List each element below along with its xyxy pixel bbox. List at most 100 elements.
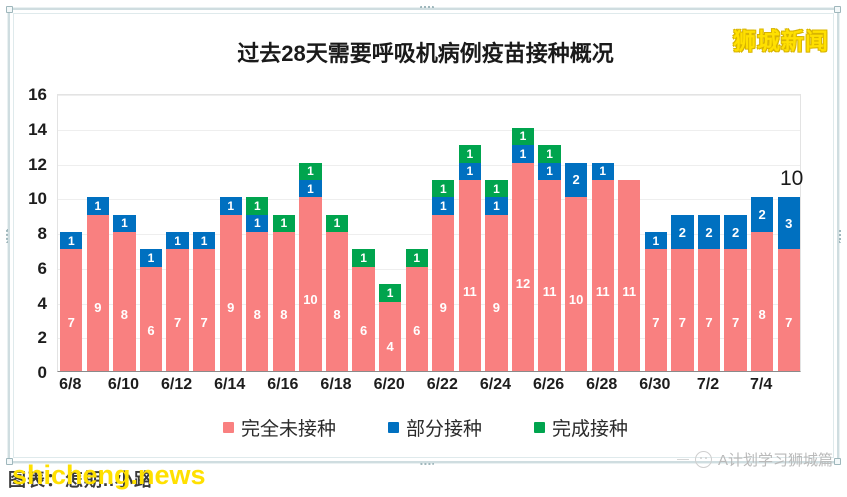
legend-item[interactable]: 部分接种 <box>387 414 482 441</box>
bar-column[interactable]: 1 11 <box>591 162 614 371</box>
bar-segment-partial[interactable]: 1 <box>219 197 242 215</box>
bar-segment-partial[interactable]: 2 <box>724 214 747 250</box>
bar-column[interactable]: 1 1 10 <box>299 162 322 371</box>
bar-segment-unvaccinated[interactable]: 11 <box>458 179 481 371</box>
bar-segment-unvaccinated[interactable]: 9 <box>432 214 455 371</box>
bar-segment-unvaccinated[interactable]: 6 <box>405 266 428 371</box>
bar-segment-complete[interactable]: 1 <box>272 214 295 232</box>
bar-segment-complete[interactable]: 1 <box>511 127 535 146</box>
bar-column[interactable]: 1 1 8 <box>246 197 269 371</box>
bar-column[interactable]: 1 1 9 <box>432 179 455 371</box>
bar-segment-partial[interactable]: 2 <box>564 162 588 198</box>
bar-segment-partial[interactable]: 3 <box>777 197 800 250</box>
bar-segment-partial[interactable]: 1 <box>86 197 109 215</box>
bar-segment-unvaccinated[interactable]: 7 <box>724 249 747 371</box>
bar-segment-unvaccinated[interactable]: 7 <box>644 249 667 371</box>
bar-segment-unvaccinated[interactable]: 8 <box>325 232 349 371</box>
bar-column[interactable]: 2 10 <box>564 162 588 371</box>
bar-segment-unvaccinated[interactable]: 10 <box>299 197 322 371</box>
legend-item[interactable]: 完全未接种 <box>222 414 336 441</box>
bar-segment-partial[interactable]: 1 <box>192 232 216 250</box>
bar-segment-unvaccinated[interactable]: 7 <box>166 249 189 371</box>
bar-segment-partial[interactable]: 1 <box>485 197 508 215</box>
bar-segment-unvaccinated[interactable]: 8 <box>113 232 136 371</box>
bar-segment-complete[interactable]: 1 <box>458 145 481 163</box>
bar-segment-partial[interactable]: 1 <box>432 197 455 215</box>
bar-segment-unvaccinated[interactable]: 9 <box>485 214 508 371</box>
bar-segment-complete[interactable]: 1 <box>485 179 508 198</box>
bar-segment-unvaccinated[interactable]: 6 <box>139 266 163 371</box>
bar-column[interactable]: 1 1 9 <box>485 179 508 371</box>
bar-segment-complete[interactable]: 1 <box>246 197 269 215</box>
resize-handle-top-middle[interactable] <box>419 6 434 11</box>
bar-segment-unvaccinated[interactable]: 7 <box>192 249 216 371</box>
resize-handle-right-middle[interactable] <box>836 228 841 243</box>
bar-segment-unvaccinated[interactable]: 8 <box>272 232 295 371</box>
bar-segment-unvaccinated[interactable]: 4 <box>378 301 402 371</box>
bar-segment-unvaccinated[interactable]: 7 <box>671 249 694 371</box>
bar-segment-partial[interactable]: 1 <box>644 232 667 250</box>
bar-segment-partial[interactable]: 1 <box>511 145 535 163</box>
bar-segment-unvaccinated[interactable]: 9 <box>86 214 109 371</box>
bar-segment-partial[interactable]: 2 <box>697 214 721 250</box>
bar-column[interactable]: 1 1 12 <box>511 127 535 371</box>
bar-segment-partial[interactable]: 2 <box>750 197 774 232</box>
bar-segment-complete[interactable]: 1 <box>538 145 561 163</box>
bar-segment-partial[interactable]: 1 <box>246 214 269 232</box>
resize-handle-left-middle[interactable] <box>6 228 11 243</box>
resize-handle-bottom-right[interactable] <box>834 458 841 465</box>
bar-segment-complete[interactable]: 1 <box>325 214 349 232</box>
bar-segment-unvaccinated[interactable]: 11 <box>618 179 641 371</box>
bar-segment-complete[interactable]: 1 <box>352 249 375 267</box>
bar-segment-partial[interactable]: 1 <box>299 179 322 198</box>
bar-column[interactable]: 1 1 11 <box>458 145 481 371</box>
resize-handle-top-left[interactable] <box>6 6 13 13</box>
bar-segment-partial[interactable]: 1 <box>458 162 481 180</box>
bar-segment-unvaccinated[interactable]: 12 <box>511 162 535 371</box>
bar-segment-partial[interactable]: 2 <box>671 214 694 250</box>
bar-segment-partial[interactable]: 1 <box>139 249 163 267</box>
bar-segment-complete[interactable]: 1 <box>432 179 455 198</box>
bar-segment-unvaccinated[interactable]: 6 <box>352 266 375 371</box>
bar-segment-complete[interactable]: 1 <box>378 284 402 302</box>
bar-segment-unvaccinated[interactable]: 7 <box>777 249 800 371</box>
bar-segment-unvaccinated[interactable]: 8 <box>750 232 774 371</box>
legend-item[interactable]: 完成接种 <box>534 414 628 441</box>
bar-segment-partial[interactable]: 1 <box>591 162 614 180</box>
bar-segment-partial[interactable]: 1 <box>113 214 136 232</box>
resize-handle-top-right[interactable] <box>834 6 841 13</box>
bar-segment-complete[interactable]: 1 <box>299 162 322 180</box>
resize-handle-bottom-middle[interactable] <box>419 460 434 465</box>
bar-column[interactable]: 1 1 11 <box>538 145 561 371</box>
bar-segment-unvaccinated[interactable]: 8 <box>246 232 269 371</box>
bar-column[interactable]: 11 <box>618 179 641 371</box>
bar-segment-unvaccinated[interactable]: 11 <box>591 179 614 371</box>
bar-segment-complete[interactable]: 1 <box>405 249 428 267</box>
bar-segment-partial[interactable]: 1 <box>166 232 189 250</box>
bar-segment-unvaccinated[interactable]: 7 <box>697 249 721 371</box>
bar-segment-unvaccinated[interactable]: 7 <box>60 249 83 371</box>
bar-segment-partial[interactable]: 1 <box>60 232 83 250</box>
bar-segment-unvaccinated[interactable]: 10 <box>564 197 588 371</box>
bar-segment-unvaccinated[interactable]: 11 <box>538 179 561 371</box>
resize-handle-bottom-left[interactable] <box>6 458 13 465</box>
bar-segment-partial[interactable]: 1 <box>538 162 561 180</box>
